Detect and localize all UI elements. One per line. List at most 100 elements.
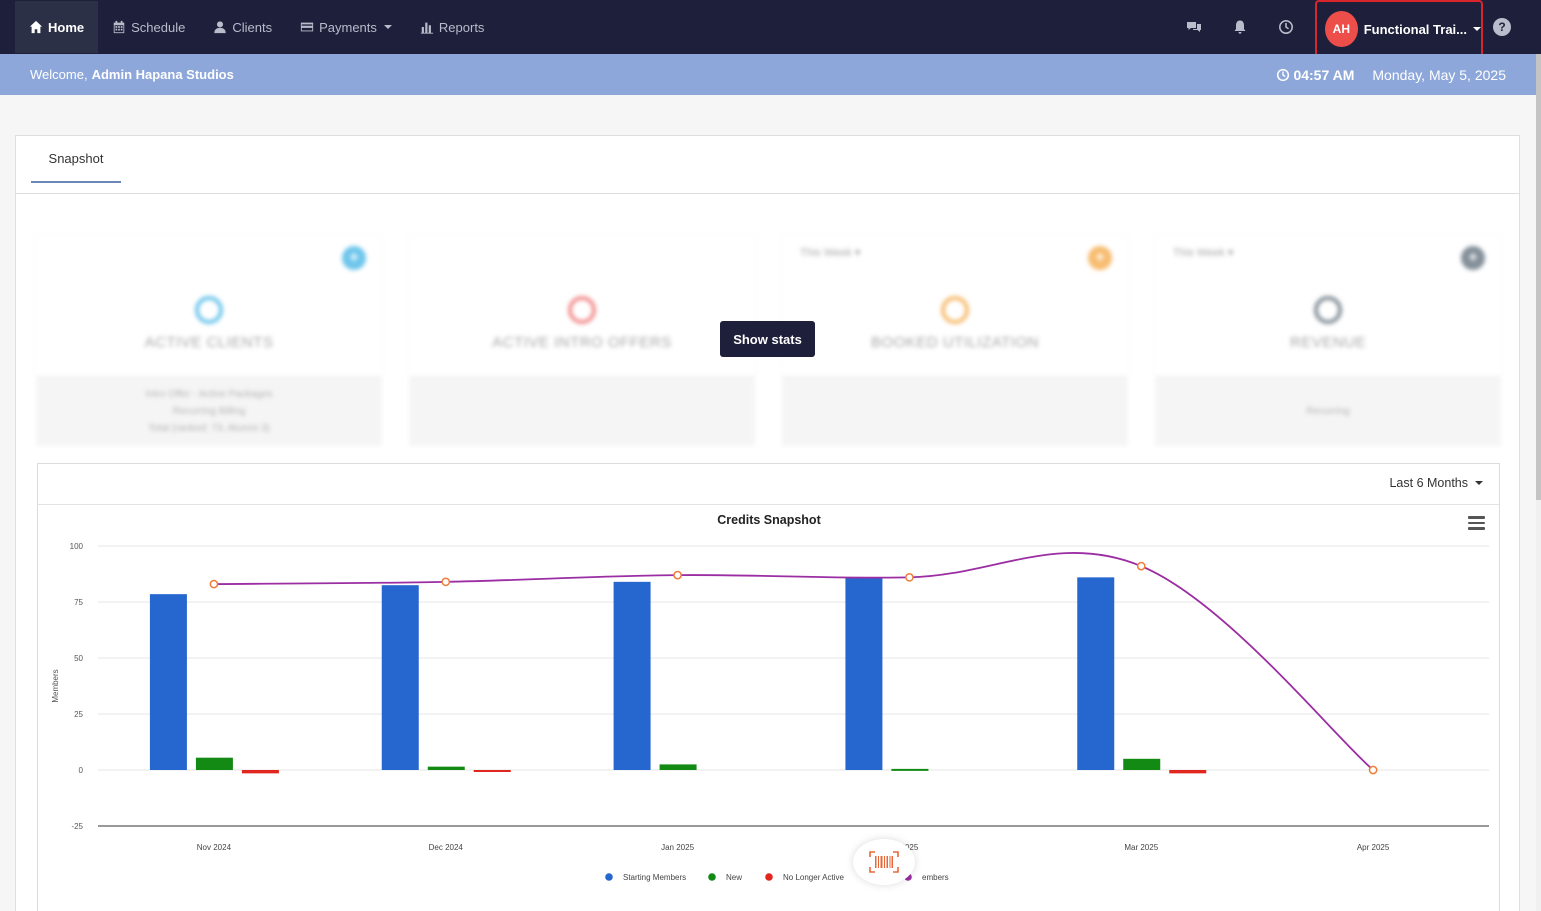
bar-starting-members <box>845 577 883 770</box>
bar-new <box>1123 758 1161 770</box>
scrollbar-thumb[interactable] <box>1536 54 1541 500</box>
line-point <box>1136 561 1146 571</box>
chevron-down-icon <box>383 25 392 29</box>
stat-cards: + ACTIVE CLIENTS Intro Offer - Active Pa… <box>36 236 1501 446</box>
line-point <box>905 573 914 582</box>
current-date: Monday, May 5, 2025 <box>1372 66 1506 83</box>
bar-starting-members <box>149 594 187 770</box>
chevron-down-icon <box>1473 27 1481 31</box>
legend-label: Starting Members <box>623 873 686 882</box>
legend-marker <box>708 873 716 881</box>
clock-icon <box>1277 68 1290 81</box>
line-point <box>1368 765 1378 775</box>
legend-label: New <box>726 873 742 882</box>
x-tick-label: 2025 <box>901 843 919 852</box>
card-title: ACTIVE INTRO OFFERS <box>492 334 672 351</box>
nav-payments[interactable]: Payments <box>286 1 406 53</box>
card-active-clients: + ACTIVE CLIENTS Intro Offer - Active Pa… <box>36 236 382 446</box>
nav-reports-label: Reports <box>438 19 485 35</box>
home-icon <box>29 20 43 34</box>
line-point <box>209 579 219 589</box>
range-select-label: Last 6 Months <box>1389 476 1468 490</box>
tab-bar: Snapshot <box>16 136 1519 194</box>
nav-right-tools: AH Functional Trai... ? <box>1171 0 1541 58</box>
welcome-prefix: Welcome, <box>30 67 88 82</box>
card-active-intro-offers: ACTIVE INTRO OFFERS <box>409 236 755 446</box>
barcode-icon <box>869 851 899 873</box>
plus-icon: + <box>1461 246 1485 270</box>
chart-menu-icon[interactable] <box>1468 516 1485 530</box>
x-tick-label: Mar 2025 <box>1124 843 1158 852</box>
bell-icon <box>1234 20 1246 34</box>
nav-clients[interactable]: Clients <box>199 1 286 53</box>
clock-icon <box>1279 20 1294 34</box>
bar-new <box>195 757 233 770</box>
y-tick-label: 100 <box>70 542 84 551</box>
card-line: Total (ranked: 73, Alumni 3) <box>148 422 270 434</box>
card-title: BOOKED UTILIZATION <box>871 334 1039 351</box>
y-tick-label: 0 <box>79 766 84 775</box>
bar-chart-icon <box>420 22 434 34</box>
bar-no-longer-active <box>241 770 279 774</box>
bar-new <box>659 764 697 770</box>
dashboard-panel: Snapshot + ACTIVE CLIENTS Intro Offer - … <box>15 135 1520 911</box>
bar-no-longer-active <box>1169 770 1207 774</box>
nav-schedule[interactable]: Schedule <box>98 1 199 53</box>
chat-button[interactable] <box>1171 0 1217 54</box>
period-select[interactable]: This Week ▾ <box>800 247 861 259</box>
nav-schedule-label: Schedule <box>131 19 186 35</box>
card-icon <box>300 22 314 32</box>
x-tick-label: Nov 2024 <box>197 843 232 852</box>
y-tick-label: 25 <box>74 710 83 719</box>
nav-home[interactable]: Home <box>15 1 99 53</box>
x-tick-label: Jan 2025 <box>661 843 694 852</box>
period-select[interactable]: This Week ▾ <box>1173 247 1234 259</box>
y-tick-label: 50 <box>74 654 83 663</box>
bar-starting-members <box>381 585 419 770</box>
welcome-name: Admin Hapana Studios <box>91 67 234 82</box>
show-stats-button[interactable]: Show stats <box>720 321 815 357</box>
line-point <box>673 570 682 580</box>
card-line: Intro Offer - Active Packages <box>145 388 273 400</box>
profile-name: Functional Trai... <box>1363 21 1467 37</box>
chat-icon <box>1187 22 1201 32</box>
credits-snapshot-chart: Last 6 Months Credits Snapshot 100 75 50 25 0… <box>37 463 1500 911</box>
plus-icon: + <box>342 246 366 270</box>
line-members <box>213 552 1374 771</box>
legend-label: No Longer Active <box>783 873 844 882</box>
chevron-down-icon <box>1475 481 1483 485</box>
user-icon <box>214 21 227 34</box>
x-tick-label: Dec 2024 <box>429 843 464 852</box>
card-revenue: This Week ▾ + REVENUE Recurring <box>1155 236 1501 446</box>
profile-menu[interactable]: AH Functional Trai... <box>1315 0 1483 58</box>
chart-svg: Credits Snapshot 100 75 50 25 0 -25 Members Nov … <box>51 513 1489 882</box>
legend-marker <box>605 873 613 881</box>
top-navigation: Home Schedule Clients Payments Reports A… <box>0 0 1541 58</box>
avatar: AH <box>1325 11 1358 47</box>
bar-starting-members <box>1077 577 1115 770</box>
y-tick-label: 75 <box>74 598 83 607</box>
tab-snapshot[interactable]: Snapshot <box>31 136 121 183</box>
y-tick-label: -25 <box>71 822 83 831</box>
nav-payments-label: Payments <box>319 19 377 35</box>
line-point <box>441 577 451 587</box>
card-line: Recurring <box>1306 405 1350 417</box>
card-title: ACTIVE CLIENTS <box>144 334 274 351</box>
range-select[interactable]: Last 6 Months <box>1389 476 1483 490</box>
welcome-datetime: 04:57 AM Monday, May 5, 2025 <box>1276 67 1506 83</box>
y-axis-label: Members <box>51 669 60 702</box>
calendar-icon <box>113 20 125 34</box>
plus-icon: + <box>1088 246 1112 270</box>
nav-home-label: Home <box>48 19 85 35</box>
bar-new <box>891 768 929 771</box>
x-tick-label: Apr 2025 <box>1357 843 1390 852</box>
nav-reports[interactable]: Reports <box>406 1 499 53</box>
ring-icon <box>941 296 969 324</box>
ring-icon <box>568 296 596 324</box>
barcode-scanner-button[interactable] <box>853 839 915 885</box>
help-icon[interactable]: ? <box>1493 18 1511 36</box>
notifications-button[interactable] <box>1217 0 1263 54</box>
welcome-bar: Welcome, Admin Hapana Studios 04:57 AM M… <box>0 54 1536 95</box>
ring-icon <box>1314 296 1342 324</box>
history-button[interactable] <box>1263 0 1309 54</box>
